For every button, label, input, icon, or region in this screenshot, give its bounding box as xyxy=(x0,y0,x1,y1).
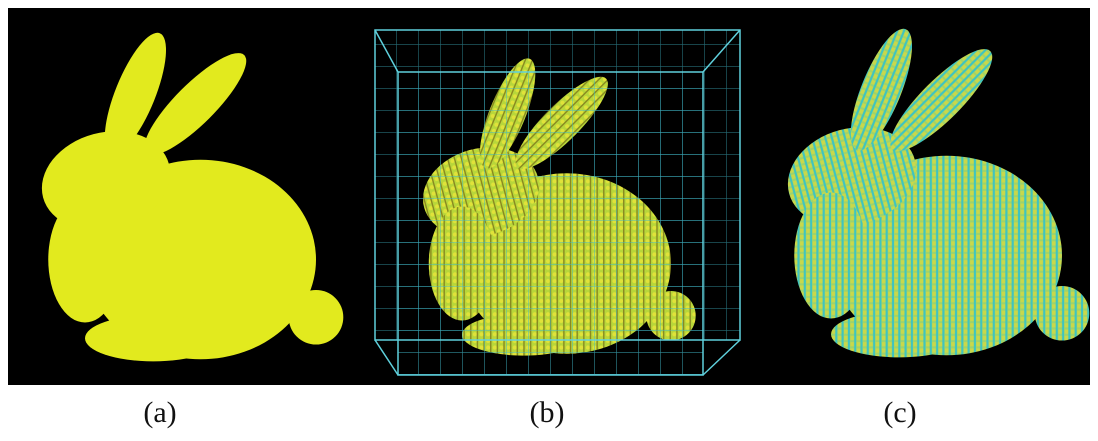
figure: (a) (b) (c) xyxy=(0,0,1098,441)
page: (a) (b) (c) (() => { const data = JSON.p… xyxy=(0,0,1098,441)
panel-label: (c) xyxy=(883,396,916,429)
panel-label: (b) xyxy=(530,396,565,429)
panel-label: (a) xyxy=(143,396,176,429)
voxel-grid xyxy=(375,30,740,375)
